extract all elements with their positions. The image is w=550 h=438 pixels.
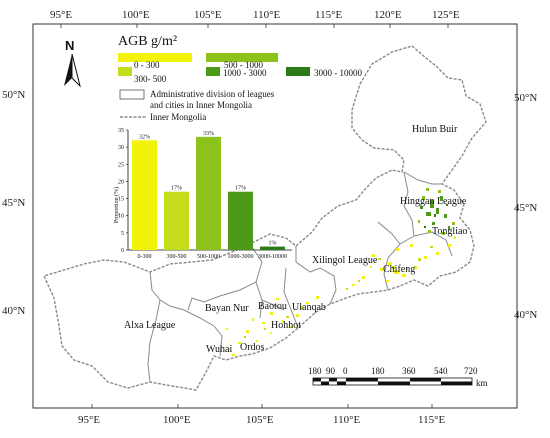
lon-label-top: 110°E [253,9,280,21]
legend-swatch [286,67,310,76]
inner-mongolia-boundary [43,45,487,391]
lon-label-bottom: 110°E [333,414,360,426]
region-label-ulanqab: Ulanqab [292,302,326,313]
chart-y-tick-label: 25 [118,162,124,168]
north-arrow-light-half-icon [71,53,81,88]
scale-bar: 180 90 0 180 360 540 720 km [308,366,488,388]
agb-patches [226,188,456,356]
chart-bar [228,191,253,250]
lat-label-left: 45°N [2,197,25,209]
legend: AGB g/m² 0 - 300 500 - 1000 300- 500 100… [118,34,362,122]
chart-y-axis-label: Proportion (%) [113,187,120,223]
legend-label: 3000 - 10000 [314,68,362,78]
lon-label-bottom: 95°E [78,414,100,426]
scale-segment [313,378,321,382]
chart-y-tick-label: 35 [118,128,124,134]
scale-segment [441,381,472,385]
admin-division-label: Administrative division of leagues [150,89,275,99]
scale-label: 90 [326,366,336,376]
lat-label-right: 40°N [514,309,537,321]
inset-bar-chart: Proportion (%) 0 5 10 15 20 25 30 35 32% 0-300 17%… [113,128,292,260]
legend-label: 300- 500 [134,74,167,84]
chart-category-label: 300-500 [167,254,187,260]
north-arrow-dark-half-icon [64,54,72,86]
legend-title: AGB g/m² [118,34,177,49]
lon-label-bottom: 100°E [163,414,191,426]
scale-label: 720 [464,366,478,376]
chart-category-label: 1000-3000 [228,254,254,260]
region-label-tongliao: Tongliao [432,226,467,237]
chart-bar [196,136,221,250]
region-label-alxa: Alxa League [124,320,176,331]
lon-label-bottom: 105°E [246,414,274,426]
chart-data-label: 32% [139,134,150,140]
chart-bar [260,246,285,250]
lat-label-right: 50°N [514,92,537,104]
scale-segment [346,378,378,382]
chart-data-label: 17% [171,186,182,192]
scale-label: 360 [402,366,416,376]
chart-y-tick-label: 15 [118,197,124,203]
scale-label: 540 [434,366,448,376]
scale-segment [410,378,441,382]
admin-division-swatch [119,89,145,100]
legend-swatch [118,67,132,76]
region-label-hohhot: Hohhot [271,320,301,331]
scale-label: 0 [343,366,348,376]
chart-y-tick-label: 30 [118,145,124,151]
lat-label-right: 45°N [514,202,537,214]
legend-swatch [118,53,192,62]
scale-segment [337,381,346,385]
chart-category-label: 500-1000 [197,254,220,260]
legend-swatch [206,53,278,62]
scale-segment [321,381,329,385]
lat-label-left: 50°N [2,89,25,101]
region-label-baotou: Baotou [258,301,287,312]
scale-unit: km [476,378,488,388]
lon-label-top: 105°E [194,9,222,21]
lat-label-left: 40°N [2,305,25,317]
scale-label: 180 [371,366,385,376]
scale-segment [378,381,410,385]
lon-label-top: 115°E [315,9,342,21]
lon-label-bottom: 115°E [418,414,445,426]
chart-bar [132,140,157,250]
chart-data-label: 33% [203,131,214,137]
chart-bar [164,191,189,250]
chart-y-tick-label: 0 [121,248,124,254]
lon-label-top: 95°E [50,9,72,21]
legend-label: 1000 - 3000 [223,68,267,78]
region-label-hinggan: Hinggan League [400,196,467,207]
scale-label: 180 [308,366,322,376]
chart-y-tick-label: 20 [118,179,124,185]
legend-swatch [206,67,220,76]
region-label-bayan-nur: Bayan Nur [205,303,249,314]
region-label-hulun-buir: Hulun Buir [412,124,458,135]
admin-division-label: and cities in Inner Mongolia [150,100,252,110]
legend-label: 0 - 300 [134,60,160,70]
region-label-ordos: Ordos [240,342,265,353]
north-arrow: N [64,38,81,88]
lon-label-top: 125°E [432,9,460,21]
graticule-ticks [60,24,449,408]
north-arrow-label: N [65,38,74,53]
chart-y-tick-label: 5 [121,231,124,237]
scale-segment [329,378,337,382]
boundary-label: Inner Mongolia [150,112,206,122]
legend-label: 500 - 1000 [224,60,263,70]
admin-divisions [147,171,453,383]
region-label-wuhai: Wuhai [206,344,232,355]
chart-y-tick-label: 10 [118,214,124,220]
lon-label-top: 100°E [122,9,150,21]
chart-category-label: 3000-10000 [258,254,287,260]
chart-category-label: 0-300 [138,254,152,260]
region-label-xilingol: Xilingol League [312,255,378,266]
lon-label-top: 120°E [374,9,402,21]
chart-data-label: 17% [235,186,246,192]
chart-data-label: 1% [269,241,277,247]
region-label-chifeng: Chifeng [383,264,415,275]
